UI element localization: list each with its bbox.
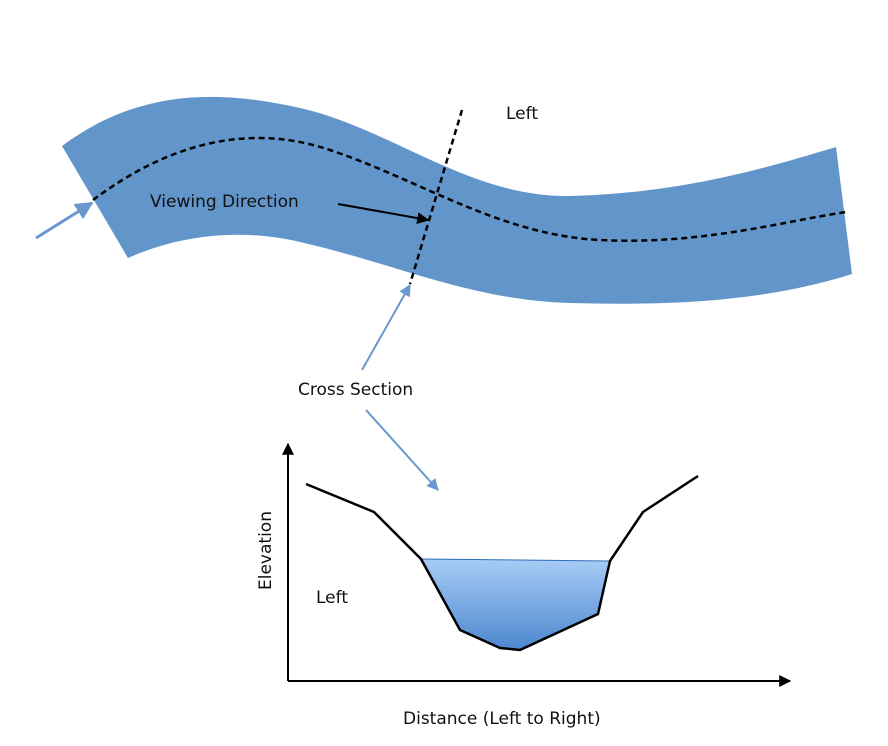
x-axis-label: Distance (Left to Right) [403,709,601,729]
left-bank-profile-label: Left [316,588,348,608]
viewing-direction-arrow [337,203,430,225]
cross-section-pointer-down [365,409,439,491]
y-axis-label: Elevation [256,511,276,590]
river-channel [62,96,852,304]
flow-arrow [35,201,94,240]
left-bank-label: Left [506,104,538,124]
water-surface [420,558,611,562]
channel-profile [305,474,699,652]
water-fill [421,559,610,650]
cross-section-line [408,109,464,285]
viewing-direction-label: Viewing Direction [150,192,299,212]
cross-section-label: Cross Section [298,380,414,400]
cross-section-pointer-up [361,283,411,371]
river-centerline [92,136,847,242]
